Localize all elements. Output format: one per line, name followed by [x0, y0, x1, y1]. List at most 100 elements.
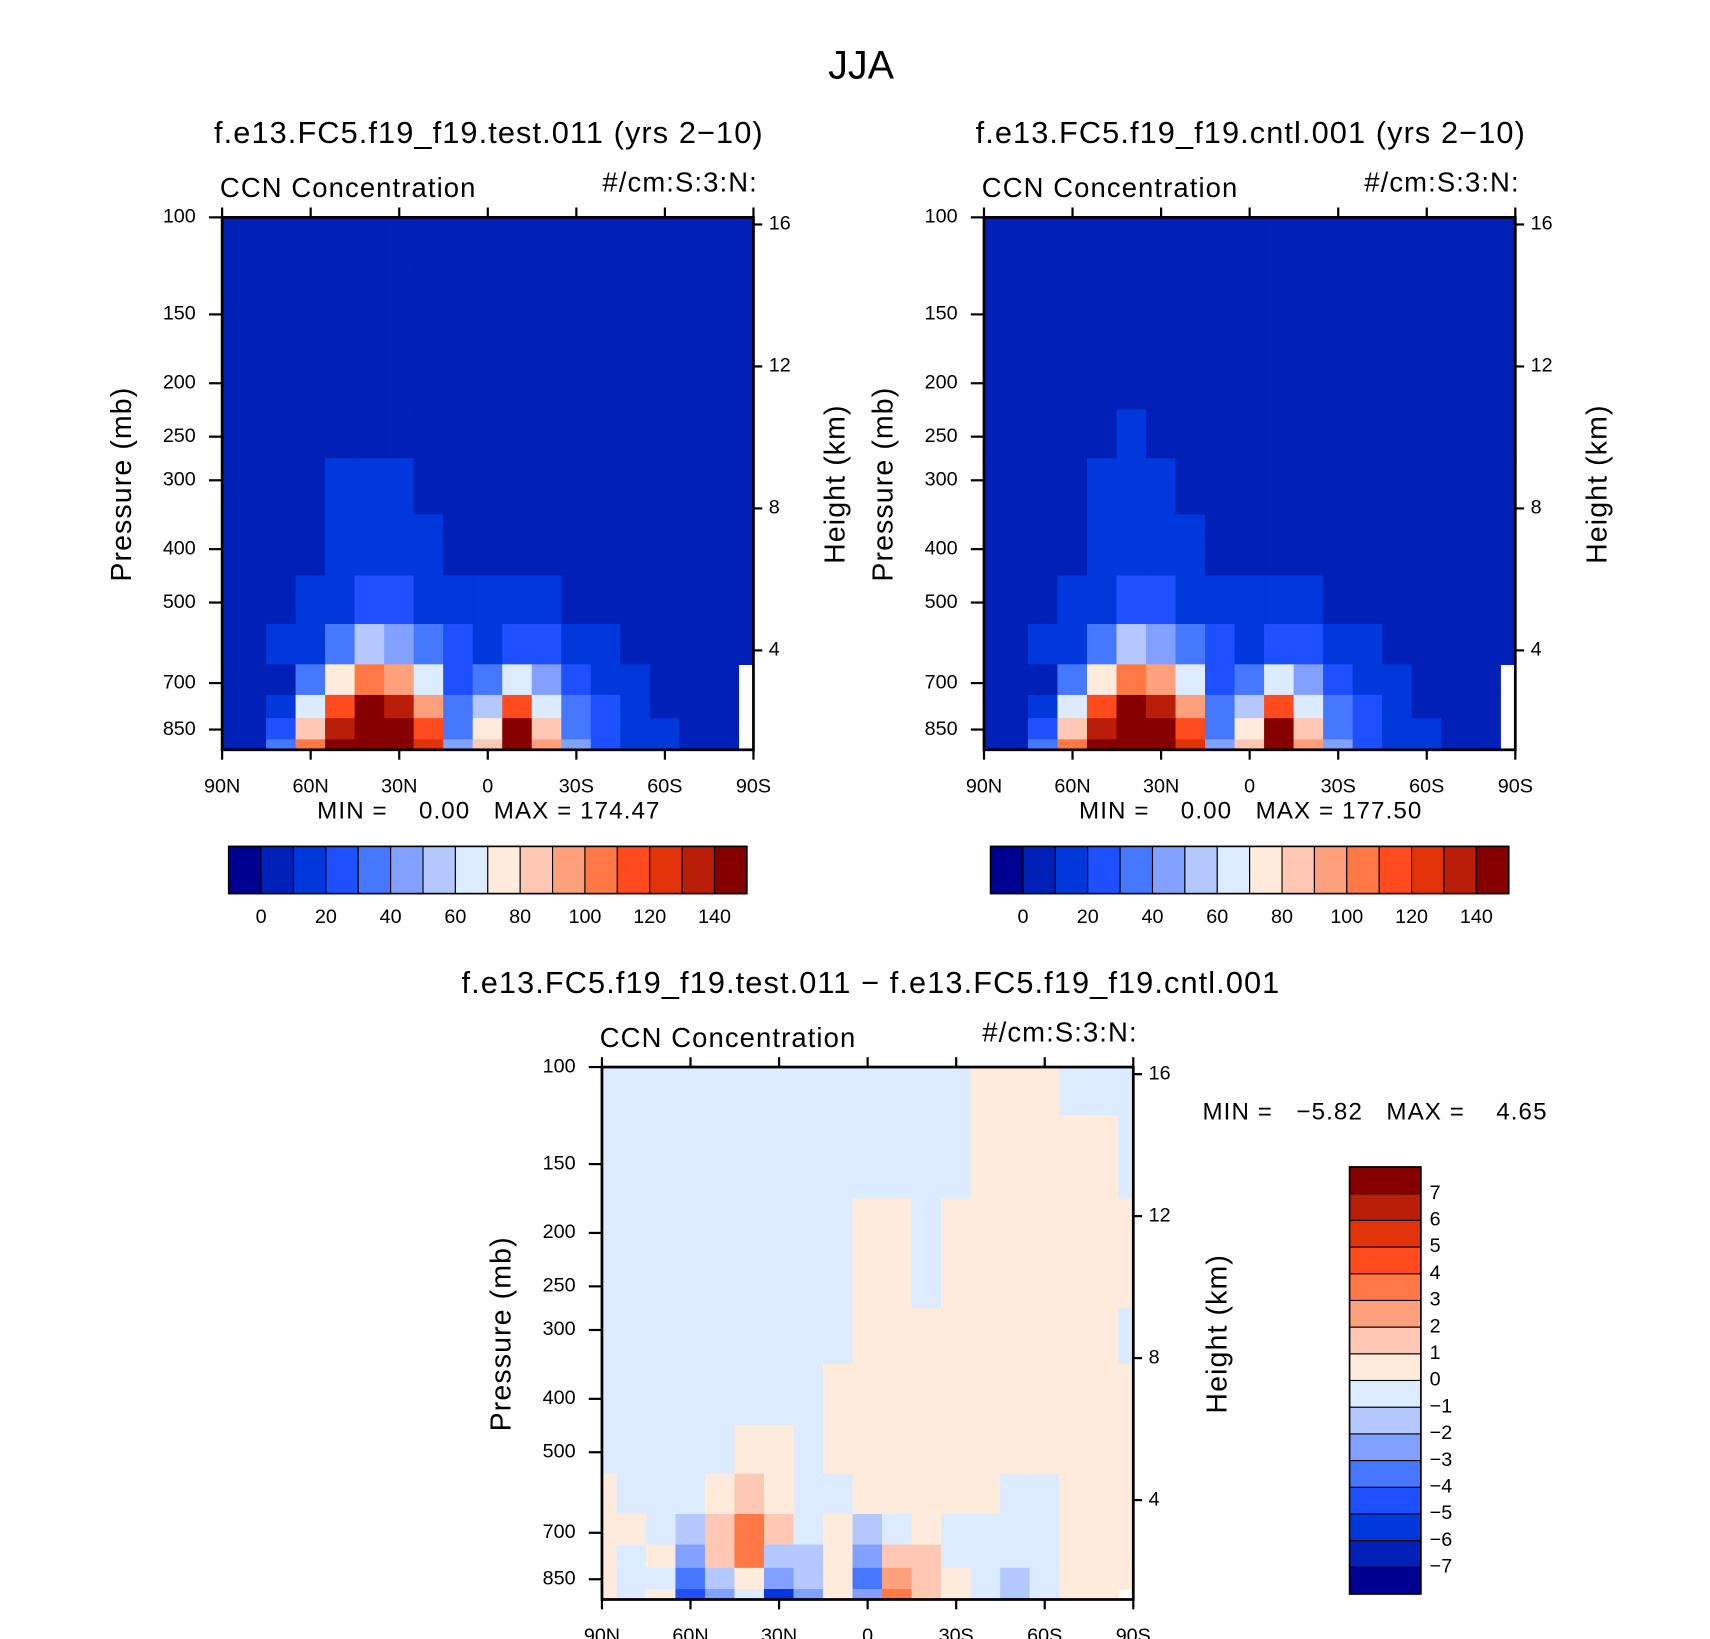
field-cell — [1057, 265, 1088, 350]
field-cell — [601, 1364, 618, 1426]
field-cell — [1382, 217, 1413, 267]
field-cell — [221, 409, 238, 459]
field-cell — [1234, 718, 1265, 741]
field-cell — [1057, 217, 1088, 267]
field-cell — [1411, 575, 1442, 625]
field-cell — [998, 265, 1029, 350]
field-cell — [325, 664, 356, 696]
y-tick-label: 400 — [163, 537, 196, 559]
field-cell — [1057, 739, 1088, 751]
field-cell — [413, 265, 444, 350]
field-cell — [531, 624, 562, 665]
field-cell — [649, 739, 680, 751]
colorbar-label: 1 — [1430, 1342, 1441, 1364]
field-cell — [1382, 409, 1413, 459]
field-cell — [1382, 664, 1413, 696]
y-axis-label: Pressure (mb) — [106, 387, 138, 582]
field-cell — [1264, 575, 1295, 625]
field-cell — [502, 217, 533, 267]
field-cell — [354, 694, 385, 719]
field-cell — [221, 694, 238, 719]
field-cell — [384, 739, 415, 751]
field-cell — [998, 458, 1029, 516]
field-cell — [734, 1473, 765, 1515]
field-cell — [531, 348, 562, 411]
field-cell — [601, 1544, 618, 1569]
field-cell — [738, 348, 754, 411]
field-cell — [1086, 575, 1118, 625]
field-cell — [1059, 1589, 1090, 1600]
colorbar-box — [1151, 845, 1186, 895]
field-cell — [236, 575, 267, 625]
field-cell — [941, 1364, 972, 1426]
field-cell — [1264, 718, 1295, 741]
field-cell — [1264, 694, 1295, 719]
field-cell — [763, 1589, 795, 1600]
field-cell — [472, 458, 503, 516]
field-cell — [675, 1544, 706, 1569]
field-cell — [601, 1473, 618, 1515]
field-cell — [675, 1589, 706, 1600]
field-cell — [1175, 265, 1206, 350]
colorbar-box — [422, 845, 456, 895]
field-cell — [1118, 1473, 1134, 1515]
field-cell — [616, 1115, 647, 1199]
field-cell — [472, 217, 503, 267]
field-cell — [1470, 694, 1501, 719]
colorbar-box — [1349, 1353, 1422, 1382]
y2-axis-label: Height (km) — [1201, 1254, 1233, 1414]
colorbar-box — [260, 845, 295, 895]
field-cell — [531, 575, 562, 625]
field-cell — [852, 1364, 883, 1426]
field-cell — [295, 265, 326, 350]
field-cell — [236, 664, 267, 696]
field-cell — [793, 1425, 824, 1475]
field-cell — [1382, 348, 1413, 411]
x-tick-label: 30N — [381, 775, 417, 797]
field-cell — [911, 1198, 942, 1260]
field-cell — [1352, 217, 1383, 267]
field-cell — [1118, 1307, 1134, 1365]
colorbar-label: 3 — [1430, 1289, 1441, 1311]
field-cell — [620, 664, 651, 696]
field-cell — [295, 624, 326, 665]
field-cell — [1441, 409, 1472, 459]
colorbar-box — [713, 845, 748, 895]
colorbar-box — [649, 845, 683, 895]
field-cell — [738, 265, 754, 350]
field-cell — [983, 575, 1000, 625]
x-tick-label: 30S — [1321, 775, 1356, 797]
field-cell — [325, 348, 356, 411]
field-cell — [998, 514, 1029, 577]
field-cell — [1293, 739, 1324, 751]
y-tick-label: 850 — [543, 1567, 576, 1589]
field-cell — [531, 664, 562, 696]
colorbar-box — [1022, 845, 1056, 895]
field-cell — [941, 1473, 972, 1515]
y2-tick-label: 8 — [1531, 497, 1542, 519]
field-cell — [1382, 624, 1413, 665]
field-cell — [1146, 217, 1177, 267]
field-cell — [911, 1589, 942, 1600]
field-cell — [531, 694, 562, 719]
y2-tick-label: 16 — [769, 213, 791, 235]
colorbar-frame — [1348, 1166, 1422, 1595]
field-cell — [793, 1544, 824, 1569]
field-cell — [616, 1544, 647, 1569]
field-cell — [911, 1425, 942, 1475]
field-cell — [1116, 409, 1147, 459]
field-cell — [645, 1513, 677, 1546]
field-cell — [1059, 1567, 1090, 1590]
field-cell — [763, 1473, 795, 1515]
colorbar-box — [1349, 1486, 1422, 1515]
x-tick-label: 90S — [1498, 775, 1533, 797]
colorbar-box — [1349, 1219, 1422, 1248]
field-cell — [1205, 265, 1236, 350]
field-cell — [882, 1567, 913, 1590]
field-cell — [1382, 739, 1413, 751]
field-cell — [266, 664, 297, 696]
x-tick-label: 90S — [1116, 1625, 1151, 1639]
field-cell — [1118, 1198, 1134, 1260]
field-cell — [502, 458, 533, 516]
field-cell — [1382, 718, 1413, 741]
